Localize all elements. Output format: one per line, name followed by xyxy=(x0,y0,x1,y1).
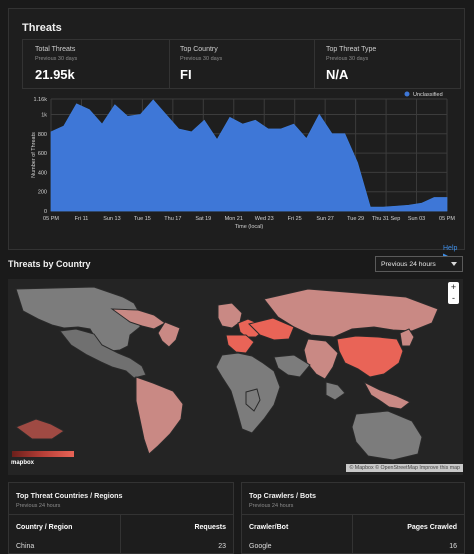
map-zoom-controls: + - xyxy=(448,282,459,304)
threats-chart-svg: 0 200 400 600 800 1k 1.16k 05 PM Fri 11 Sun 13 Tue… xyxy=(31,91,455,230)
y-tick-label: 800 xyxy=(38,132,47,138)
legend-label: Unclassified xyxy=(413,92,443,98)
map-country-shape xyxy=(135,376,184,455)
zoom-out-button[interactable]: - xyxy=(452,293,455,303)
map-country-shape xyxy=(14,418,65,440)
table-row-crawler: Google xyxy=(249,543,272,550)
map-country-shape xyxy=(362,380,411,410)
x-tick-label: Wed 23 xyxy=(255,216,274,222)
stat-subtitle: Previous 30 days xyxy=(326,56,369,62)
y-tick-label: 1k xyxy=(41,112,47,118)
x-tick-label: Sun 13 xyxy=(103,216,120,222)
x-tick-label: Fri 25 xyxy=(288,216,302,222)
map-country-shape xyxy=(248,317,295,341)
x-axis-label: Time (local) xyxy=(235,224,264,230)
chevron-down-icon xyxy=(451,262,457,266)
stat-top-threat-type: Top Threat Type Previous 30 days N/A xyxy=(314,39,461,89)
zoom-in-button[interactable]: + xyxy=(450,282,457,292)
x-tick-label: 05 PM xyxy=(43,216,59,222)
x-tick-label: Sun 27 xyxy=(316,216,333,222)
map-country-shape xyxy=(273,354,311,378)
y-tick-label: 600 xyxy=(38,151,47,157)
x-tick-label: Tue 29 xyxy=(347,216,364,222)
stat-value: N/A xyxy=(326,67,349,82)
y-axis-label: Number of Threats xyxy=(31,132,37,178)
time-range-dropdown[interactable]: Previous 24 hours xyxy=(375,256,463,272)
card-title: Top Threat Countries / Regions xyxy=(16,491,123,500)
world-map[interactable]: + - mapbox © Mapbox © OpenStreetMap Impr… xyxy=(8,279,463,475)
table-row-requests: 23 xyxy=(218,543,226,550)
stat-value: FI xyxy=(180,67,192,82)
card-title: Top Crawlers / Bots xyxy=(249,491,316,500)
table-header-country: Country / Region xyxy=(16,524,73,531)
table-divider xyxy=(242,514,464,515)
y-tick-label: 200 xyxy=(38,190,47,196)
stats-row: Total Threats Previous 30 days 21.95k To… xyxy=(22,39,467,89)
map-country-shape xyxy=(303,338,339,380)
table-header-pages-crawled: Pages Crawled xyxy=(407,524,457,531)
map-country-shape xyxy=(110,308,166,330)
x-tick-label: Sun 03 xyxy=(408,216,425,222)
top-threat-countries-card: Top Threat Countries / Regions Previous … xyxy=(8,482,234,554)
threats-by-country-title: Threats by Country xyxy=(8,259,91,269)
time-range-value: Previous 24 hours xyxy=(381,261,436,268)
card-subtitle: Previous 24 hours xyxy=(249,503,294,509)
threats-area-chart: 0 200 400 600 800 1k 1.16k 05 PM Fri 11 Sun 13 Tue… xyxy=(29,91,459,231)
card-subtitle: Previous 24 hours xyxy=(16,503,61,509)
stat-top-country: Top Country Previous 30 days FI xyxy=(168,39,315,89)
x-tick-label: Thu 17 xyxy=(164,216,181,222)
y-tick-label: 1.16k xyxy=(34,97,48,103)
column-divider xyxy=(352,514,353,553)
stat-value: 21.95k xyxy=(35,67,75,82)
legend-dot xyxy=(404,91,410,97)
table-divider xyxy=(9,514,233,515)
x-tick-label: Sat 19 xyxy=(195,216,211,222)
map-attribution[interactable]: © Mapbox © OpenStreetMap Improve this ma… xyxy=(346,464,463,472)
stat-label: Top Country xyxy=(180,46,218,53)
x-tick-label: Tue 15 xyxy=(134,216,151,222)
x-tick-label: Thu 31 Sep xyxy=(372,216,400,222)
table-row-pages: 16 xyxy=(449,543,457,550)
top-crawlers-bots-card: Top Crawlers / Bots Previous 24 hours Cr… xyxy=(241,482,465,554)
stat-subtitle: Previous 30 days xyxy=(35,56,78,62)
stat-label: Total Threats xyxy=(35,46,76,53)
map-country-shape xyxy=(245,388,261,412)
map-legend-strip xyxy=(12,451,74,457)
map-country-shape xyxy=(351,410,423,461)
threats-panel: Threats Total Threats Previous 30 days 2… xyxy=(8,8,467,260)
map-country-shape xyxy=(399,328,415,347)
map-country-shape xyxy=(157,321,181,348)
map-country-shape xyxy=(325,381,346,401)
map-country-shape xyxy=(59,328,147,379)
map-country-shape xyxy=(217,302,243,329)
x-tick-label: 05 PM xyxy=(439,216,455,222)
unclassified-series-area xyxy=(50,99,448,212)
map-country-shape xyxy=(225,334,255,354)
map-country-shape xyxy=(263,288,439,338)
stat-label: Top Threat Type xyxy=(326,46,377,53)
table-header-requests: Requests xyxy=(194,524,226,531)
y-tick-label: 0 xyxy=(44,209,47,215)
x-tick-label: Mon 21 xyxy=(225,216,243,222)
world-map-svg xyxy=(8,279,463,475)
x-tick-label: Fri 11 xyxy=(75,216,89,222)
column-divider xyxy=(120,514,121,553)
mapbox-logo: mapbox xyxy=(11,460,35,466)
stat-total-threats: Total Threats Previous 30 days 21.95k xyxy=(22,39,170,89)
threats-title: Threats xyxy=(22,22,62,34)
stat-subtitle: Previous 30 days xyxy=(180,56,223,62)
y-tick-label: 400 xyxy=(38,170,47,176)
table-row-country: China xyxy=(16,543,35,550)
map-country-shape xyxy=(336,335,404,378)
table-header-crawler: Crawler/Bot xyxy=(249,524,289,531)
